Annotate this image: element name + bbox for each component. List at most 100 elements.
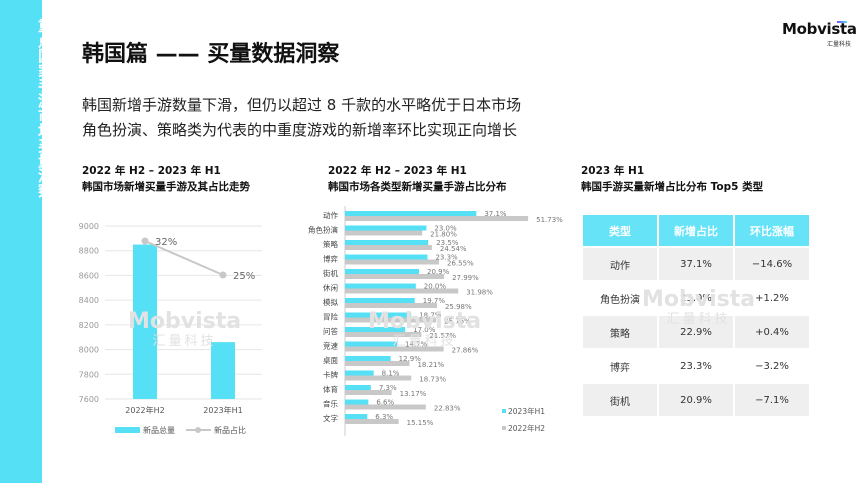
legend-swatch xyxy=(502,426,506,430)
category-label: 文字 xyxy=(323,413,338,423)
category-label: 休闲 xyxy=(323,283,338,293)
bar-2022h2 xyxy=(345,361,410,366)
y-tick-label: 7800 xyxy=(79,370,99,379)
bar-label-2023h1: 14.7% xyxy=(405,341,428,349)
bar-2022h2 xyxy=(345,230,423,236)
bar-2023h1 xyxy=(345,298,415,303)
bar-label-2023h1: 37.1% xyxy=(484,210,507,218)
bar-label-2022h2: 26.55% xyxy=(447,260,474,268)
table-row: 策略 22.9% +0.4% xyxy=(583,316,809,348)
bar-label-2023h1: 8.1% xyxy=(382,370,400,378)
bar-new-games xyxy=(211,342,235,399)
bar-2023h1 xyxy=(345,356,391,361)
y-tick-label: 8000 xyxy=(79,346,99,355)
bar-2022h2 xyxy=(345,288,459,294)
ratio-label: 32% xyxy=(155,237,177,248)
bar-new-games xyxy=(133,244,157,399)
logo: Mobvista 汇量科技 xyxy=(782,20,862,50)
bar-label-2023h1: 17.0% xyxy=(413,326,436,334)
bar-label-2022h2: 15.15% xyxy=(407,419,434,427)
bar-label-2022h2: 24.54% xyxy=(440,245,467,253)
chart2-title: 2022 年 H2 – 2023 年 H1 韩国市场各类型新增买量手游占比分布 xyxy=(328,165,507,193)
bar-label-2023h1: 23.5% xyxy=(436,239,459,247)
ratio-point xyxy=(141,237,149,245)
watermark: Mobvista 汇量科技 xyxy=(368,309,482,350)
bar-label-2022h2: 27.99% xyxy=(452,274,479,282)
bar-label-2023h1: 20.9% xyxy=(427,268,450,276)
page-title: 韩国篇 —— 买量数据洞察 xyxy=(82,42,340,67)
bar-2022h2 xyxy=(345,317,437,323)
bar-label-2022h2: 13.17% xyxy=(400,390,427,398)
bar-2023h1 xyxy=(345,341,398,347)
x-tick-label: 2023年H1 xyxy=(203,405,242,415)
bar-label-2023h1: 23.0% xyxy=(434,225,457,233)
category-label: 体育 xyxy=(323,384,338,394)
top5-table: 类型 新增占比 环比涨幅 动作 37.1% −14.6% 角色扮演 23.0% +1.2% … xyxy=(581,213,811,418)
category-label: 卡牌 xyxy=(323,370,338,380)
bar-2022h2 xyxy=(345,259,439,265)
bar-label-2022h2: 21.80% xyxy=(430,231,457,239)
logo-text: Mobvista xyxy=(782,20,857,38)
bar-2023h1 xyxy=(345,399,369,405)
legend-line-marker xyxy=(195,427,201,433)
bar-label-2022h2: 25.98% xyxy=(445,303,472,311)
legend-label: 2023年H1 xyxy=(508,406,545,416)
category-label: 街机 xyxy=(323,268,338,278)
bar-label-2023h1: 20.0% xyxy=(424,283,447,291)
col-header: 类型 xyxy=(583,215,657,246)
legend-label: 2022年H2 xyxy=(508,423,545,433)
subtitle-line: 角色扮演、策略类为代表的中重度游戏的新增率环比实现正向增长 xyxy=(82,121,518,139)
subtitle-line: 韩国新增手游数量下滑，但仍以超过 8 千款的水平略优于日本市场 xyxy=(82,96,522,114)
col-header: 新增占比 xyxy=(659,215,733,246)
bar-2023h1 xyxy=(345,312,412,318)
bar-label-2023h1: 7.3% xyxy=(379,384,397,392)
bar-label-2023h1: 19.7% xyxy=(423,297,446,305)
bar-2023h1 xyxy=(345,254,428,260)
legend-label: 新品总量 xyxy=(143,425,175,435)
bar-label-2023h1: 23.3% xyxy=(435,254,458,262)
category-label: 竞速 xyxy=(323,341,338,351)
category-label: 冒险 xyxy=(323,312,338,322)
bar-label-2022h2: 18.73% xyxy=(419,376,446,384)
category-label: 音乐 xyxy=(323,399,338,409)
category-label: 博弈 xyxy=(323,254,338,264)
sidebar: 重点国家手游市场买量洞察 xyxy=(0,0,54,483)
y-tick-label: 7600 xyxy=(79,395,99,404)
bar-2023h1 xyxy=(345,414,368,419)
logo-sub: 汇量科技 xyxy=(827,41,852,48)
category-label: 动作 xyxy=(323,210,338,220)
table-row: 博弈 23.3% −3.2% xyxy=(610,360,789,374)
bar-2023h1 xyxy=(345,269,419,274)
bar-2023h1 xyxy=(345,385,371,390)
bar-label-2022h2: 51.73% xyxy=(536,216,563,224)
bar-label-2022h2: 25.75% xyxy=(444,318,471,326)
bar-2022h2 xyxy=(345,419,399,424)
bar-label-2022h2: 31.98% xyxy=(466,289,493,297)
table-row: 动作 37.1% −14.6% xyxy=(583,248,809,280)
bar-label-2022h2: 18.21% xyxy=(417,361,444,369)
bar-2023h1 xyxy=(345,225,427,231)
bar-2022h2 xyxy=(345,274,445,279)
bar-2023h1 xyxy=(345,327,406,332)
y-tick-label: 8200 xyxy=(79,321,99,330)
y-tick-label: 8600 xyxy=(79,271,99,280)
bar-label-2022h2: 27.86% xyxy=(452,347,479,355)
bar-label-2023h1: 18.7% xyxy=(419,312,442,320)
x-tick-label: 2022年H2 xyxy=(125,405,164,415)
bar-label-2022h2: 21.57% xyxy=(429,332,456,340)
bar-label-2023h1: 12.9% xyxy=(399,355,422,363)
bar-2022h2 xyxy=(345,404,426,410)
table-row: 角色扮演 23.0% +1.2% xyxy=(600,292,789,306)
bar-2023h1 xyxy=(345,370,374,376)
bar-label-2023h1: 6.3% xyxy=(375,413,393,421)
y-tick-label: 8800 xyxy=(79,247,99,256)
legend-bar-swatch xyxy=(115,427,140,433)
ratio-label: 25% xyxy=(233,271,255,282)
bar-2022h2 xyxy=(345,390,392,395)
category-label: 问答 xyxy=(323,326,338,336)
table-title: 2023 年 H1 韩国手游买量新增占比分布 Top5 类型 xyxy=(581,165,764,193)
bar-2023h1 xyxy=(345,211,477,216)
category-label: 模拟 xyxy=(323,297,338,307)
ratio-point xyxy=(219,271,227,279)
y-tick-label: 8400 xyxy=(79,296,99,305)
